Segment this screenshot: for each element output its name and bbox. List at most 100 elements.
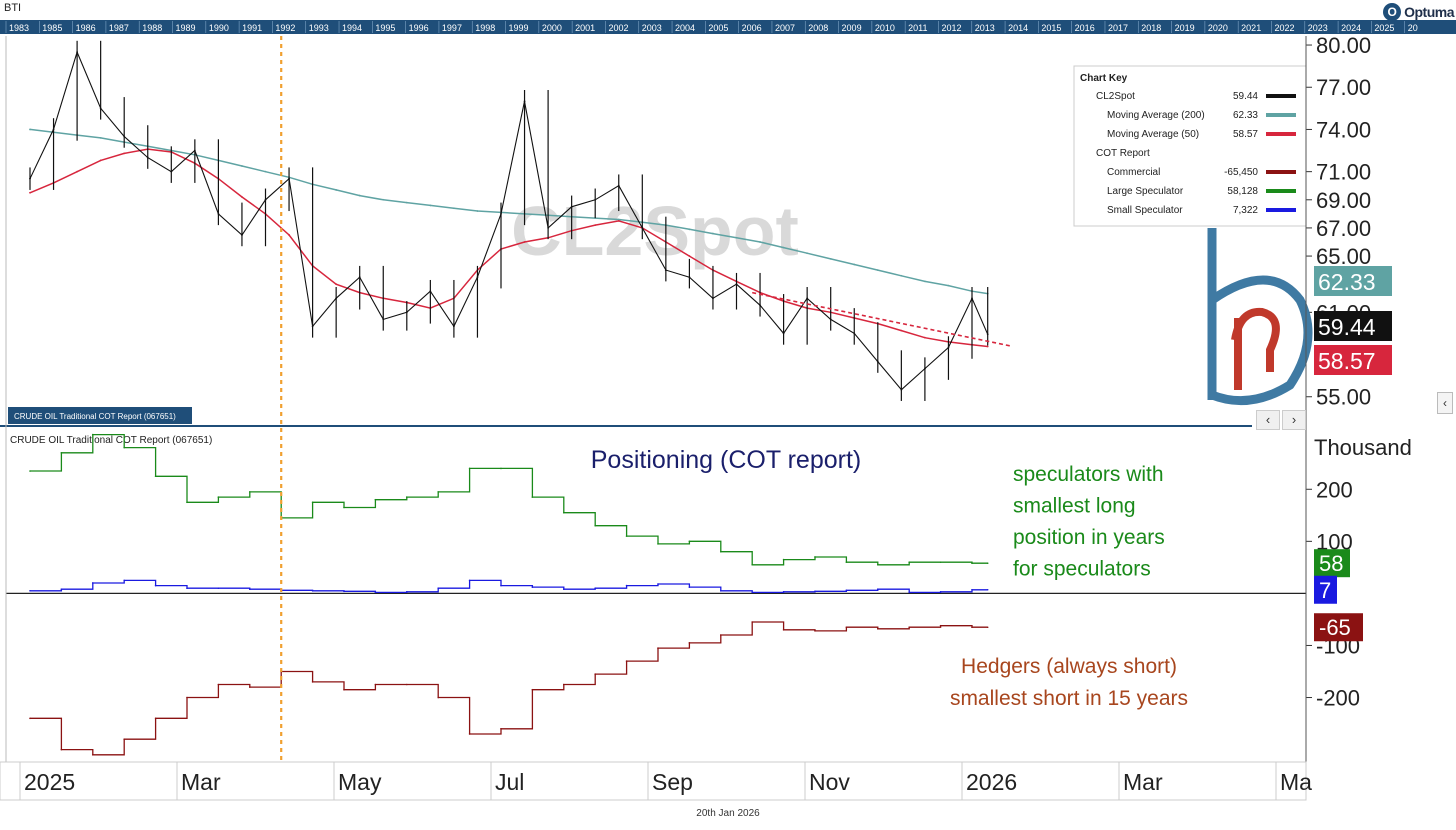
brand-logo: O Optuma (1383, 2, 1454, 22)
price-badge-label: 59.44 (1318, 314, 1376, 340)
cot-point-commercial (311, 681, 314, 683)
data-point-ma50 (29, 191, 31, 194)
data-point-ma200 (853, 263, 856, 266)
timeline-year: 2003 (642, 23, 662, 33)
cot-point-commercial (249, 686, 251, 688)
timeline-year: 2023 (1308, 23, 1328, 33)
legend-swatch (1266, 113, 1296, 117)
cot-series-large_spec (30, 433, 988, 566)
price-y-tick-label: 55.00 (1316, 385, 1371, 410)
cot-badge-bg (1314, 575, 1337, 604)
data-point-ma200 (782, 246, 785, 249)
cot-point-small_spec (971, 588, 973, 591)
cot-point-commercial (971, 626, 973, 629)
cot-point-small_spec (29, 589, 31, 592)
x-axis-label: Nov (809, 769, 850, 795)
data-point-ma50 (594, 224, 597, 227)
cot-badge: 58 (1314, 549, 1350, 578)
data-point-ma200 (712, 232, 714, 235)
cot-badge-label: 58 (1319, 551, 1343, 576)
date-footer: 20th Jan 2026 (696, 808, 760, 819)
cot-point-large_spec (751, 563, 753, 566)
data-point-ma200 (453, 207, 455, 210)
timeline-year: 2001 (575, 23, 595, 33)
cot-point-small_spec (186, 587, 188, 589)
cot-point-large_spec (625, 535, 628, 537)
data-point-price (759, 304, 761, 307)
data-point-ma200 (900, 274, 903, 277)
data-point-ma200 (382, 198, 385, 201)
overlay-logo-icon (1207, 228, 1313, 406)
data-point-price (617, 184, 620, 187)
legend-row-value: 7,322 (1233, 205, 1258, 216)
data-point-ma50 (523, 241, 526, 243)
data-point-ma50 (99, 159, 102, 162)
scroll-right-button[interactable]: › (1282, 410, 1306, 430)
timeline-year: 2012 (941, 23, 961, 33)
data-point-price (947, 346, 950, 349)
data-point-price (99, 107, 102, 110)
cot-point-commercial (406, 683, 408, 686)
legend-swatch (1266, 170, 1296, 174)
data-point-ma50 (241, 196, 243, 198)
cot-point-large_spec (60, 452, 63, 454)
data-point-price (876, 360, 879, 363)
cot-point-commercial (625, 660, 628, 662)
cot-point-large_spec (343, 506, 345, 509)
cot-point-large_spec (594, 524, 596, 527)
cot-point-small_spec (406, 591, 408, 593)
scroll-left-button[interactable]: ‹ (1256, 410, 1280, 430)
price-badge-bg (1314, 266, 1392, 296)
legend-row-label: Commercial (1107, 167, 1160, 178)
legend-row-value: 58.57 (1233, 129, 1258, 140)
cot-badge-bg (1314, 549, 1350, 578)
data-point-price (288, 177, 290, 180)
x-axis-label: Mar (1123, 769, 1163, 795)
data-point-ma200 (617, 218, 620, 221)
x-axis-label: May (338, 769, 382, 795)
symbol-label: BTI (4, 2, 22, 14)
data-point-ma200 (688, 228, 691, 231)
data-point-price (52, 128, 55, 131)
cot-point-large_spec (500, 467, 502, 470)
timeline-year: 2011 (908, 23, 927, 33)
timeline-year: 2017 (1108, 23, 1128, 33)
specs-annotation-line: position in years (1013, 526, 1165, 549)
data-point-price (500, 212, 502, 215)
timeline-year: 2013 (975, 23, 995, 33)
data-point-price (782, 332, 785, 335)
cot-point-small_spec (249, 588, 251, 591)
timeline-year: 1988 (142, 23, 162, 33)
legend-swatch (1266, 208, 1296, 212)
data-point-price (76, 51, 78, 53)
cot-panel-label: CRUDE OIL Traditional COT Report (067651… (10, 435, 212, 446)
cot-point-commercial (563, 683, 565, 686)
data-point-price (806, 297, 809, 300)
timeline-year: 2006 (742, 23, 762, 33)
cot-point-large_spec (29, 470, 31, 472)
x-axis-label: Ma (1280, 769, 1312, 795)
data-point-ma200 (264, 170, 267, 173)
cot-point-large_spec (720, 550, 722, 553)
data-point-price (264, 198, 267, 201)
cot-point-large_spec (154, 475, 157, 478)
cot-series-small_spec (30, 579, 988, 594)
panel-tab-bg (8, 407, 192, 424)
x-axis-box (0, 761, 1307, 801)
data-point-ma200 (806, 252, 809, 255)
sidebar-toggle-button[interactable]: ‹ (1437, 392, 1453, 414)
cot-point-small_spec (468, 579, 471, 582)
cot-point-commercial (594, 673, 596, 675)
cot-point-small_spec (563, 588, 565, 591)
cot-point-commercial (751, 621, 753, 623)
cot-point-large_spec (688, 540, 691, 543)
cot-point-commercial (688, 642, 691, 644)
timeline-year: 2016 (1075, 23, 1095, 33)
cot-point-large_spec (311, 501, 314, 504)
legend-row-label: Moving Average (50) (1107, 129, 1199, 140)
data-point-ma200 (358, 194, 361, 197)
cot-point-large_spec (908, 561, 910, 563)
cot-point-commercial (720, 634, 722, 636)
hedgers-annotation-line: smallest short in 15 years (950, 687, 1188, 710)
price-y-tick-label: 74.00 (1316, 117, 1371, 142)
